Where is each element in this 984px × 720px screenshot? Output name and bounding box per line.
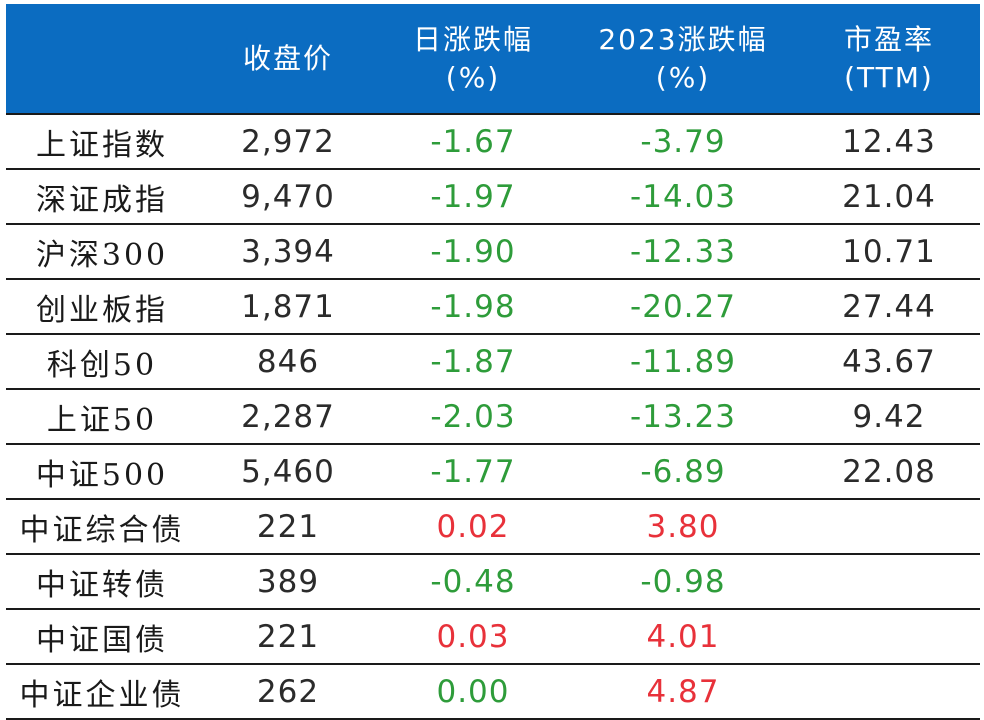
market-summary-table: 收盘价 日涨跌幅 (%) 2023涨跌幅 (%) 市盈率 (TTM) 上证指数 2…: [6, 4, 980, 720]
daily-change-cell: -1.98: [430, 288, 516, 325]
close-price-cell: 1,871: [241, 288, 335, 325]
pe-ratio-cell: 9.42: [852, 398, 926, 435]
table-row: 上证50 2,287 -2.03 -13.23 9.42: [6, 389, 980, 444]
table-row: 创业板指 1,871 -1.98 -20.27 27.44: [6, 279, 980, 334]
index-name-cell: 中证国债: [36, 622, 168, 658]
table-row: 中证企业债 262 0.00 4.87: [6, 664, 980, 719]
daily-change-cell: -1.67: [430, 123, 516, 160]
table-row: 科创50 846 -1.87 -11.89 43.67: [6, 334, 980, 389]
table-body: 上证指数 2,972 -1.67 -3.79 12.43 深证成指 9,470 -1.97 -1…: [6, 114, 980, 719]
close-price-cell: 2,287: [241, 398, 335, 435]
close-price-cell: 221: [256, 618, 320, 655]
pe-ratio-cell: [798, 609, 980, 664]
pe-ratio-cell: 22.08: [842, 453, 936, 490]
table-row: 中证500 5,460 -1.77 -6.89 22.08: [6, 444, 980, 499]
daily-change-cell: 0.03: [436, 618, 510, 655]
close-price-cell: 2,972: [241, 123, 335, 160]
table-header: 收盘价 日涨跌幅 (%) 2023涨跌幅 (%) 市盈率 (TTM): [6, 4, 980, 114]
daily-change-cell: -2.03: [430, 398, 516, 435]
index-name-cell: 深证成指: [36, 182, 168, 218]
header-pe-line1: 市盈率: [843, 22, 934, 56]
index-name-cell: 中证转债: [36, 567, 168, 603]
header-pe: 市盈率 (TTM): [798, 4, 980, 114]
daily-change-cell: -0.48: [430, 563, 516, 600]
index-name-cell: 上证50: [46, 402, 158, 438]
index-name-cell: 上证指数: [36, 127, 168, 163]
daily-change-cell: -1.77: [430, 453, 516, 490]
table-row: 上证指数 2,972 -1.67 -3.79 12.43: [6, 114, 980, 169]
ytd-change-cell: -12.33: [630, 233, 736, 270]
table-row: 中证综合债 221 0.02 3.80: [6, 499, 980, 554]
daily-change-cell: -1.87: [430, 343, 516, 380]
table-row: 中证转债 389 -0.48 -0.98: [6, 554, 980, 609]
header-close-line1: 收盘价: [242, 41, 333, 75]
pe-ratio-cell: 21.04: [842, 178, 936, 215]
pe-ratio-cell: 10.71: [842, 233, 936, 270]
index-name-cell: 科创50: [46, 347, 158, 383]
header-daily-line2: (%): [445, 60, 501, 94]
daily-change-cell: -1.90: [430, 233, 516, 270]
ytd-change-cell: -13.23: [630, 398, 736, 435]
index-name-cell: 中证500: [35, 457, 169, 493]
pe-ratio-cell: 12.43: [842, 123, 936, 160]
header-daily-change: 日涨跌幅 (%): [378, 4, 568, 114]
header-close: 收盘价: [198, 4, 378, 114]
pe-ratio-cell: [798, 499, 980, 554]
ytd-change-cell: -6.89: [640, 453, 726, 490]
market-summary-table-container: 收盘价 日涨跌幅 (%) 2023涨跌幅 (%) 市盈率 (TTM) 上证指数 2…: [6, 4, 980, 720]
daily-change-cell: 0.00: [436, 673, 510, 710]
ytd-change-cell: -11.89: [630, 343, 736, 380]
header-ytd-line2: (%): [655, 60, 711, 94]
close-price-cell: 221: [256, 508, 320, 545]
close-price-cell: 262: [256, 673, 320, 710]
pe-ratio-cell: [798, 554, 980, 609]
daily-change-cell: -1.97: [430, 178, 516, 215]
table-row: 中证国债 221 0.03 4.01: [6, 609, 980, 664]
ytd-change-cell: 4.87: [646, 673, 720, 710]
header-pe-line2: (TTM): [844, 60, 934, 94]
pe-ratio-cell: 27.44: [842, 288, 936, 325]
index-name-cell: 创业板指: [36, 292, 168, 328]
ytd-change-cell: -0.98: [640, 563, 726, 600]
index-name-cell: 中证综合债: [19, 512, 185, 548]
daily-change-cell: 0.02: [436, 508, 510, 545]
pe-ratio-cell: 43.67: [842, 343, 936, 380]
header-ytd-line1: 2023涨跌幅: [598, 22, 768, 56]
ytd-change-cell: -3.79: [640, 123, 726, 160]
index-name-cell: 中证企业债: [19, 677, 185, 713]
close-price-cell: 389: [256, 563, 320, 600]
close-price-cell: 3,394: [241, 233, 335, 270]
close-price-cell: 9,470: [241, 178, 335, 215]
table-row: 深证成指 9,470 -1.97 -14.03 21.04: [6, 169, 980, 224]
header-ytd-change: 2023涨跌幅 (%): [568, 4, 798, 114]
header-row: 收盘价 日涨跌幅 (%) 2023涨跌幅 (%) 市盈率 (TTM): [6, 4, 980, 114]
index-name-cell: 沪深300: [35, 237, 169, 273]
close-price-cell: 5,460: [241, 453, 335, 490]
ytd-change-cell: -20.27: [630, 288, 736, 325]
table-row: 沪深300 3,394 -1.90 -12.33 10.71: [6, 224, 980, 279]
close-price-cell: 846: [256, 343, 320, 380]
ytd-change-cell: 3.80: [646, 508, 720, 545]
header-daily-line1: 日涨跌幅: [412, 22, 533, 56]
ytd-change-cell: 4.01: [646, 618, 720, 655]
pe-ratio-cell: [798, 664, 980, 719]
header-name: [6, 4, 198, 114]
ytd-change-cell: -14.03: [630, 178, 736, 215]
